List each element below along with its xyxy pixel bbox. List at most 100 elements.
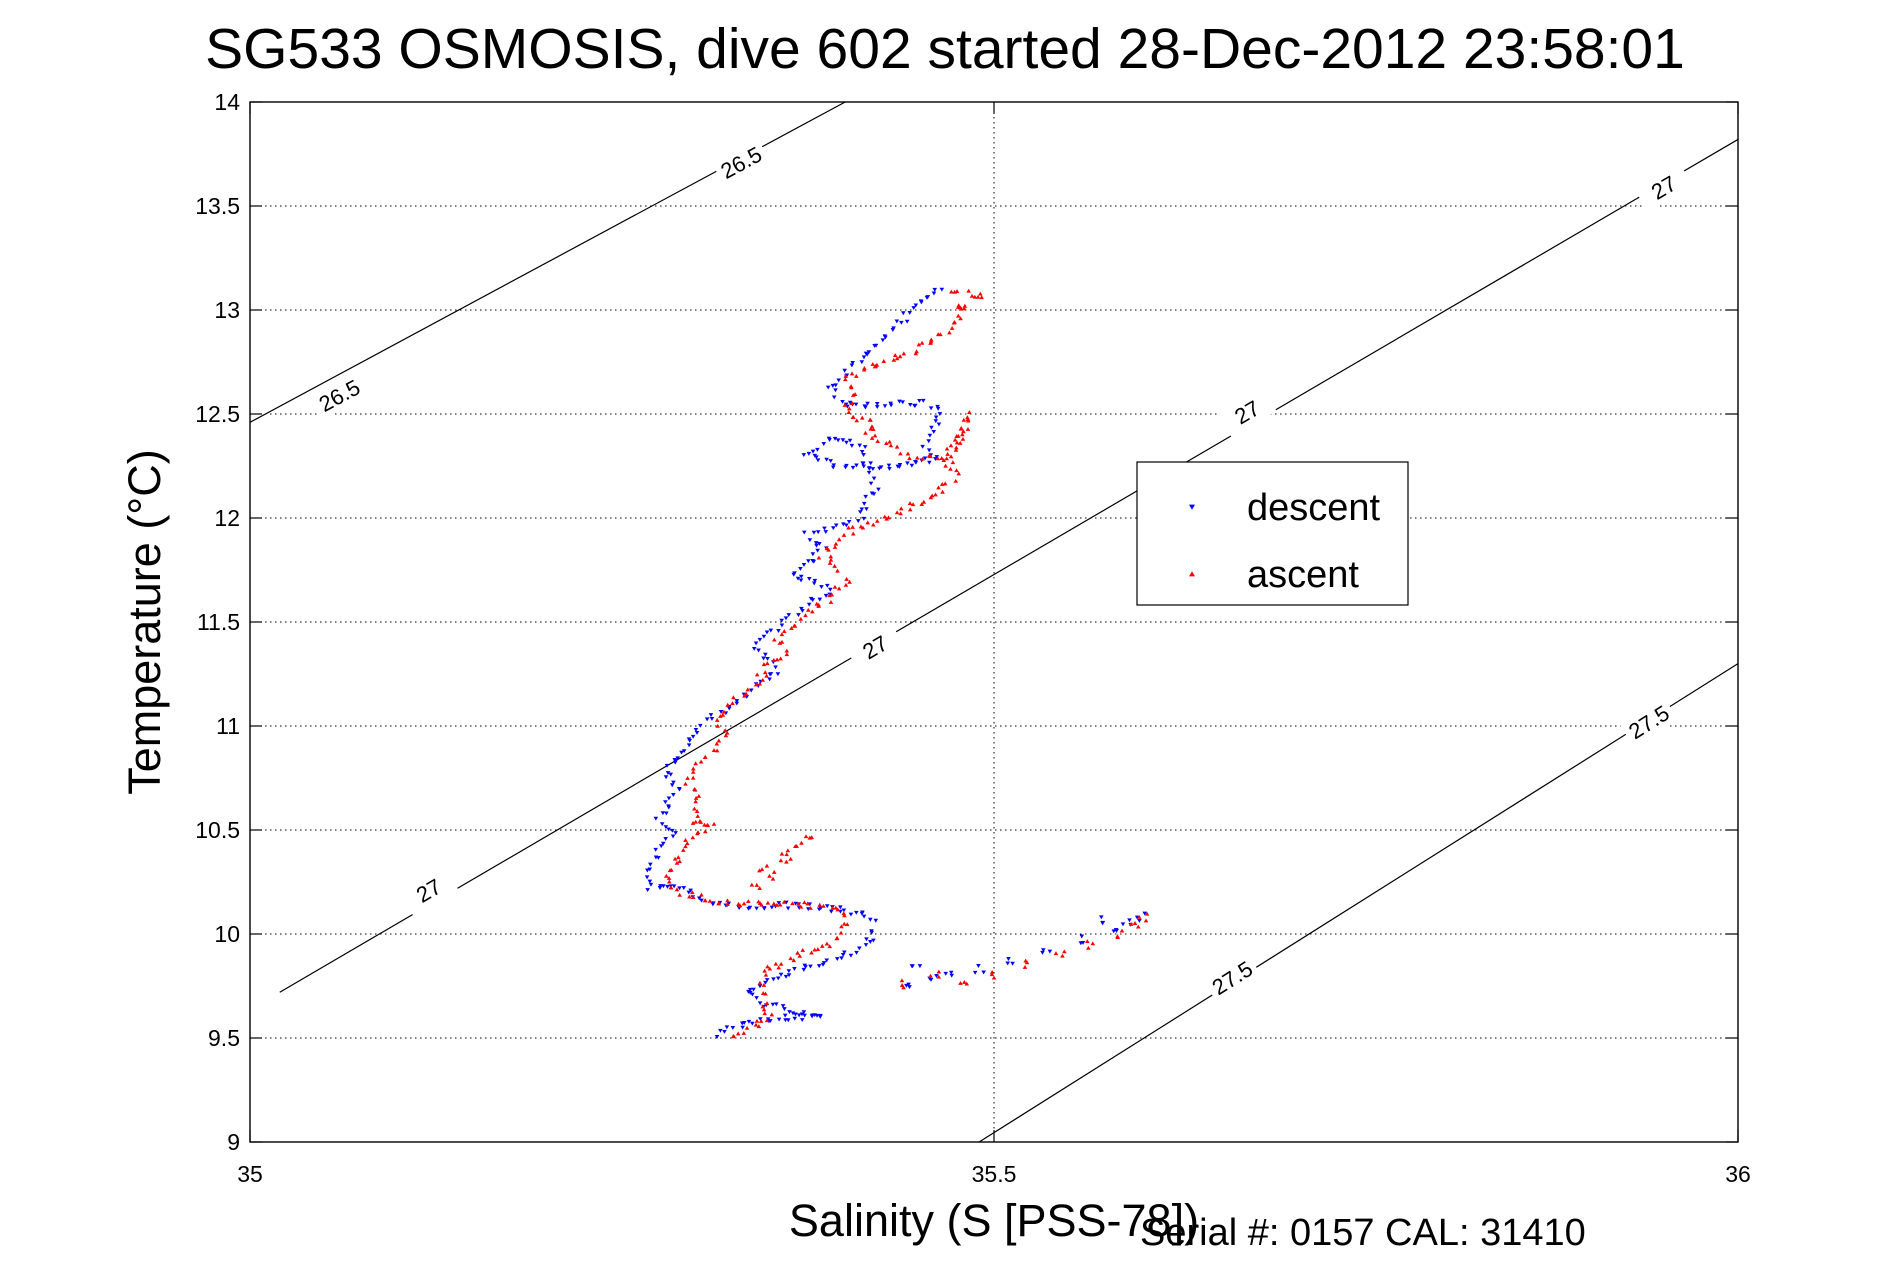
- grid-lines: [250, 102, 1738, 1142]
- descent-point: [818, 1013, 823, 1018]
- descent-point: [761, 656, 766, 661]
- descent-point: [645, 888, 650, 893]
- ascent-point: [753, 1022, 759, 1027]
- contour-label-bg: [1619, 696, 1679, 748]
- descent-point: [679, 750, 684, 755]
- descent-point: [871, 492, 877, 497]
- ascent-point: [757, 980, 763, 985]
- descent-point: [926, 448, 932, 453]
- ascent-point: [723, 733, 729, 738]
- ascent-point: [868, 426, 874, 431]
- descent-point: [665, 884, 670, 889]
- descent-point: [817, 541, 822, 546]
- x-tick-label: 35.5: [972, 1161, 1017, 1187]
- ascent-point: [882, 514, 888, 519]
- descent-point: [812, 578, 818, 583]
- descent-point: [887, 466, 892, 471]
- ascent-point: [875, 439, 881, 444]
- descent-point: [854, 463, 859, 468]
- chart-title: SG533 OSMOSIS, dive 602 started 28-Dec-2…: [205, 17, 1685, 81]
- ascent-point: [808, 906, 813, 910]
- ascent-point: [699, 892, 704, 897]
- descent-point: [929, 425, 934, 430]
- descent-point: [943, 971, 949, 976]
- ascent-point: [910, 502, 916, 507]
- ascent-point: [868, 417, 873, 422]
- descent-point: [1142, 911, 1148, 916]
- descent-point: [848, 912, 854, 917]
- descent-point: [859, 450, 865, 454]
- contour-line: [978, 663, 1739, 1143]
- descent-point: [861, 355, 867, 360]
- descent-point: [926, 439, 932, 444]
- descent-point: [830, 383, 836, 388]
- ascent-point: [832, 563, 837, 568]
- descent-point: [935, 404, 940, 409]
- descent-point: [905, 461, 910, 466]
- descent-point: [796, 613, 801, 617]
- ascent-point: [793, 844, 798, 849]
- descent-point: [917, 964, 923, 969]
- descent-point: [803, 965, 808, 969]
- contour-label-bg: [1634, 162, 1694, 213]
- ascent-point: [838, 930, 844, 935]
- descent-point: [663, 775, 669, 780]
- descent-point: [673, 831, 678, 836]
- descent-point: [734, 699, 740, 704]
- ascent-point: [836, 586, 842, 591]
- descent-point: [774, 1002, 779, 1007]
- ascent-point: [764, 863, 770, 868]
- descent-point: [767, 1019, 773, 1023]
- ascent-point: [854, 418, 860, 423]
- descent-point: [792, 966, 797, 971]
- descent-point: [876, 487, 881, 492]
- ascent-point: [962, 979, 967, 984]
- ascent-point: [835, 568, 840, 573]
- ascent-point: [693, 819, 699, 824]
- descent-point: [739, 1021, 745, 1026]
- ascent-point: [667, 879, 672, 884]
- ascent-point: [956, 303, 962, 308]
- descent-point: [888, 403, 894, 408]
- descent-point: [754, 906, 759, 911]
- descent-point: [828, 909, 834, 914]
- ascent-point: [781, 629, 787, 634]
- ascent-point: [1060, 953, 1065, 958]
- descent-point: [828, 587, 833, 592]
- descent-point: [663, 800, 668, 805]
- ascent-point: [833, 905, 839, 910]
- ascent-point: [944, 446, 950, 451]
- ascent-point: [948, 454, 954, 459]
- descent-point: [937, 412, 943, 416]
- serial-cal-note: Serial #: 0157 CAL: 31410: [1140, 1212, 1586, 1254]
- ascent-point: [762, 1011, 768, 1016]
- descent-point: [840, 438, 846, 443]
- descent-point: [780, 1004, 786, 1009]
- descent-point: [857, 443, 862, 448]
- descent-point: [831, 526, 836, 531]
- descent-point: [771, 977, 776, 982]
- ascent-point: [888, 443, 894, 448]
- ascent-point: [777, 640, 783, 645]
- descent-point: [880, 338, 886, 343]
- descent-point: [854, 950, 859, 955]
- descent-point: [681, 886, 687, 891]
- descent-point: [666, 827, 671, 832]
- descent-point: [653, 847, 658, 852]
- ascent-point: [884, 516, 889, 521]
- descent-point: [670, 834, 676, 839]
- descent-point: [658, 844, 664, 849]
- ascent-point: [803, 613, 808, 618]
- ascent-point: [1135, 924, 1141, 929]
- descent-point: [859, 911, 865, 916]
- descent-point: [767, 672, 773, 677]
- ascent-point: [693, 795, 699, 800]
- descent-point: [769, 905, 775, 910]
- descent-point: [913, 303, 919, 308]
- ascent-point: [730, 701, 735, 706]
- ascent-point: [683, 781, 688, 786]
- ascent-point: [1053, 951, 1059, 956]
- ascent-point: [814, 601, 820, 606]
- ascent-point: [757, 681, 763, 686]
- ascent-point: [862, 365, 867, 370]
